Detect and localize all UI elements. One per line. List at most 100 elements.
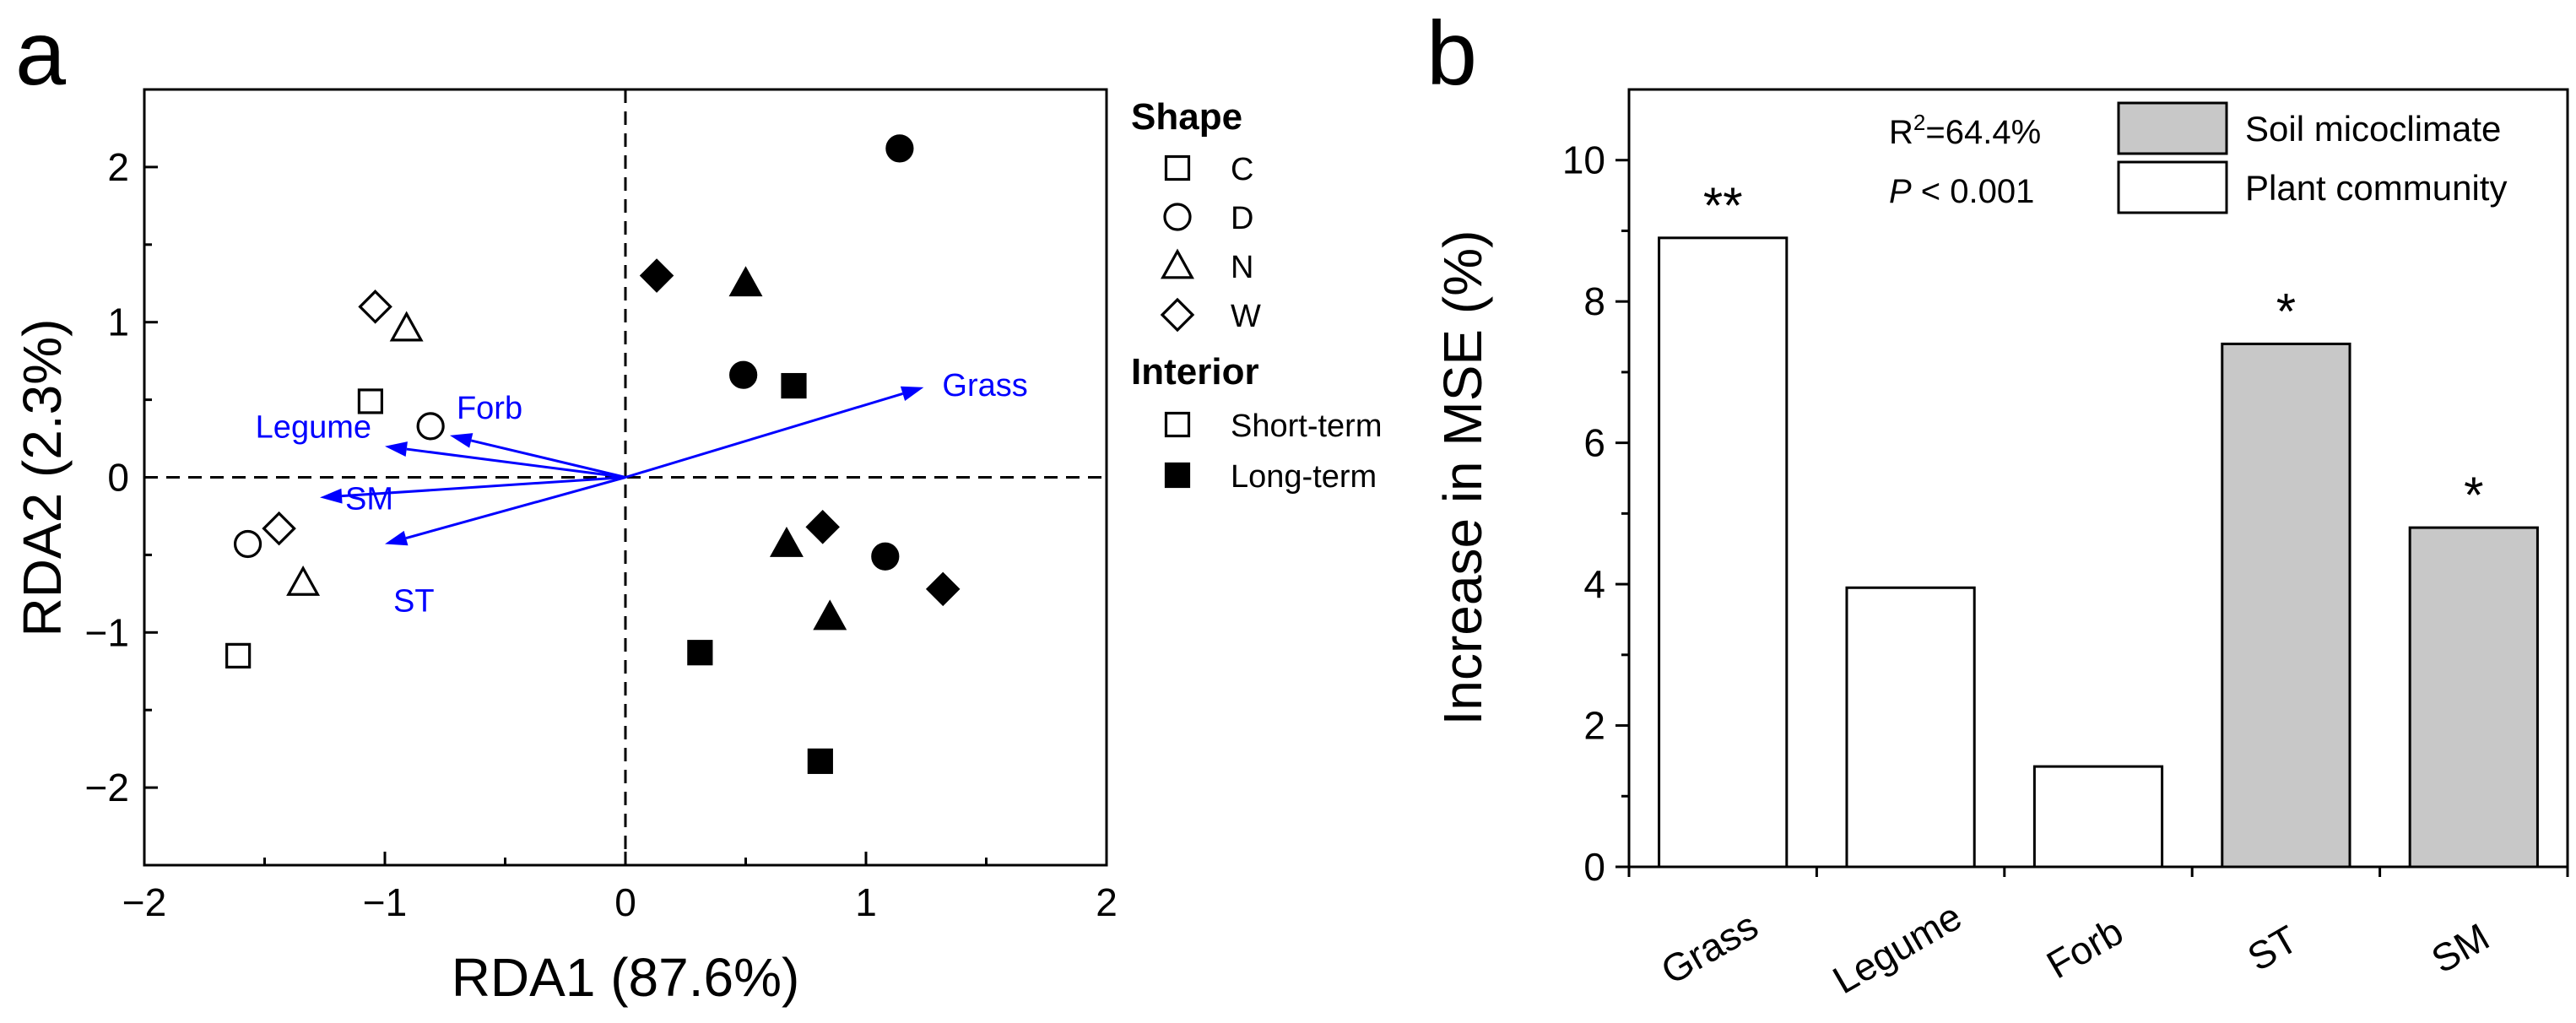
x-tick-label: ST	[2240, 917, 2305, 979]
mse-bar-chart: ** Grass Legume Forb * ST * SM 0 2 4 6 8 10 Increase…	[1432, 88, 2569, 1002]
legend-swatch	[2117, 160, 2228, 214]
vector-label: Legume	[256, 410, 371, 446]
x-tick-label: SM	[2424, 914, 2497, 982]
legend-swatch	[2117, 101, 2228, 155]
legend-interior-title: Interior	[1131, 351, 1259, 392]
site-points	[225, 134, 961, 774]
vector-arrow-head	[385, 441, 408, 457]
vector-arrow-head	[320, 488, 343, 504]
y-tick-label: 8	[1583, 279, 1605, 323]
data-point	[781, 372, 807, 399]
y-tick-label: 6	[1583, 421, 1605, 465]
legend-shape-title: Shape	[1131, 96, 1242, 138]
data-point	[389, 311, 424, 342]
rda-biplot: −2 −1 0 1 2 −2 −1 0 1 2 Grass Forb Legume SM ST RDA1 …	[12, 88, 1118, 1008]
legend-marker-filled	[1164, 462, 1191, 489]
data-point	[925, 571, 961, 607]
y-tick-label: 0	[1583, 845, 1605, 889]
y-axis-title-a: RDA2 (2.3%)	[12, 319, 73, 637]
stats-annotation: R2=64.4% P < 0.001	[1889, 110, 2041, 210]
plot-frame-b	[1627, 88, 2569, 869]
x-tick-label: Legume	[1826, 894, 1969, 1002]
y-tick-label: −2	[85, 766, 129, 809]
data-point	[225, 642, 252, 668]
legend-marker-circle	[1163, 203, 1192, 231]
data-point	[813, 599, 847, 631]
significance-marker: *	[2276, 283, 2296, 339]
vector-arrow-head	[385, 530, 409, 546]
x-tick-label: 0	[614, 880, 636, 924]
data-point	[885, 134, 914, 163]
x-tick-label: 1	[855, 880, 877, 924]
x-tick-label: Forb	[2039, 909, 2130, 987]
data-point	[729, 360, 758, 389]
vector-arrow-line	[470, 439, 626, 479]
data-point	[357, 388, 383, 414]
bar-legume	[1845, 586, 1976, 869]
vector-arrow-line	[625, 392, 903, 479]
legend-label: Long-term	[1231, 459, 1377, 495]
bar-forb	[2032, 765, 2164, 869]
vector-arrow-head	[449, 433, 474, 448]
y-tick-label: 1	[107, 300, 129, 344]
legend-label: Plant community	[2245, 168, 2507, 208]
data-point	[416, 412, 445, 441]
data-point	[687, 640, 713, 666]
data-point	[233, 529, 262, 559]
vector-arrow-head	[900, 386, 924, 402]
data-point	[358, 290, 392, 324]
data-point	[639, 258, 674, 293]
legend-marker-open	[1164, 411, 1191, 438]
vector-label: SM	[345, 481, 393, 517]
y-tick-label: 10	[1562, 138, 1605, 182]
legend-marker-square	[1164, 154, 1191, 181]
data-point	[286, 565, 321, 596]
data-point	[769, 526, 804, 557]
panel-label-a: a	[15, 2, 67, 104]
r-squared-label: R2=64.4%	[1889, 110, 2041, 151]
axis-ticks-b: 0 2 4 6 8 10	[1562, 138, 2569, 889]
vector-label: ST	[393, 584, 435, 620]
y-axis-title-b: Increase in MSE (%)	[1432, 230, 1493, 726]
legend-label: Short-term	[1231, 409, 1382, 444]
bars: ** Grass Legume Forb * ST * SM	[1653, 177, 2539, 1002]
legend-label: C	[1231, 152, 1253, 187]
x-tick-label: −2	[122, 880, 166, 924]
data-point	[262, 511, 296, 546]
vector-label: Forb	[457, 391, 522, 426]
vector-arrow-line	[406, 447, 626, 479]
x-tick-label: Grass	[1653, 903, 1765, 993]
y-tick-label: 2	[107, 145, 129, 189]
data-point	[871, 542, 900, 571]
legend-marker-triangle	[1161, 248, 1194, 279]
x-axis-title-a: RDA1 (87.6%)	[452, 947, 800, 1008]
data-point	[805, 510, 840, 544]
legend-label: D	[1231, 201, 1253, 236]
y-tick-label: −1	[85, 610, 129, 654]
y-tick-label: 4	[1583, 562, 1605, 606]
x-tick-label: −1	[363, 880, 407, 924]
data-point	[807, 748, 833, 774]
vector-arrow-line	[405, 476, 626, 540]
panel-label-b: b	[1426, 2, 1477, 104]
legend-label: Soil micoclimate	[2245, 109, 2501, 149]
p-value-label: P < 0.001	[1889, 173, 2034, 210]
axis-ticks-a: −2 −1 0 1 2 −2 −1 0 1 2	[85, 88, 1118, 924]
vector-label: Grass	[942, 368, 1027, 403]
bar-grass	[1658, 236, 1789, 869]
bar-sm	[2408, 526, 2539, 869]
y-tick-label: 2	[1583, 704, 1605, 748]
significance-marker: *	[2464, 467, 2483, 523]
vector-arrow-line	[341, 476, 626, 498]
data-point	[728, 266, 763, 297]
x-tick-label: 2	[1096, 880, 1118, 924]
environment-vectors: Grass Forb Legume SM ST	[256, 368, 1028, 620]
significance-marker: **	[1703, 177, 1743, 234]
reference-lines-a	[144, 89, 1107, 865]
legend-label: W	[1231, 299, 1261, 334]
legend-label: N	[1231, 250, 1253, 285]
legend-b: Soil micoclimate Plant community	[2117, 101, 2507, 214]
legend-marker-diamond	[1160, 297, 1195, 333]
